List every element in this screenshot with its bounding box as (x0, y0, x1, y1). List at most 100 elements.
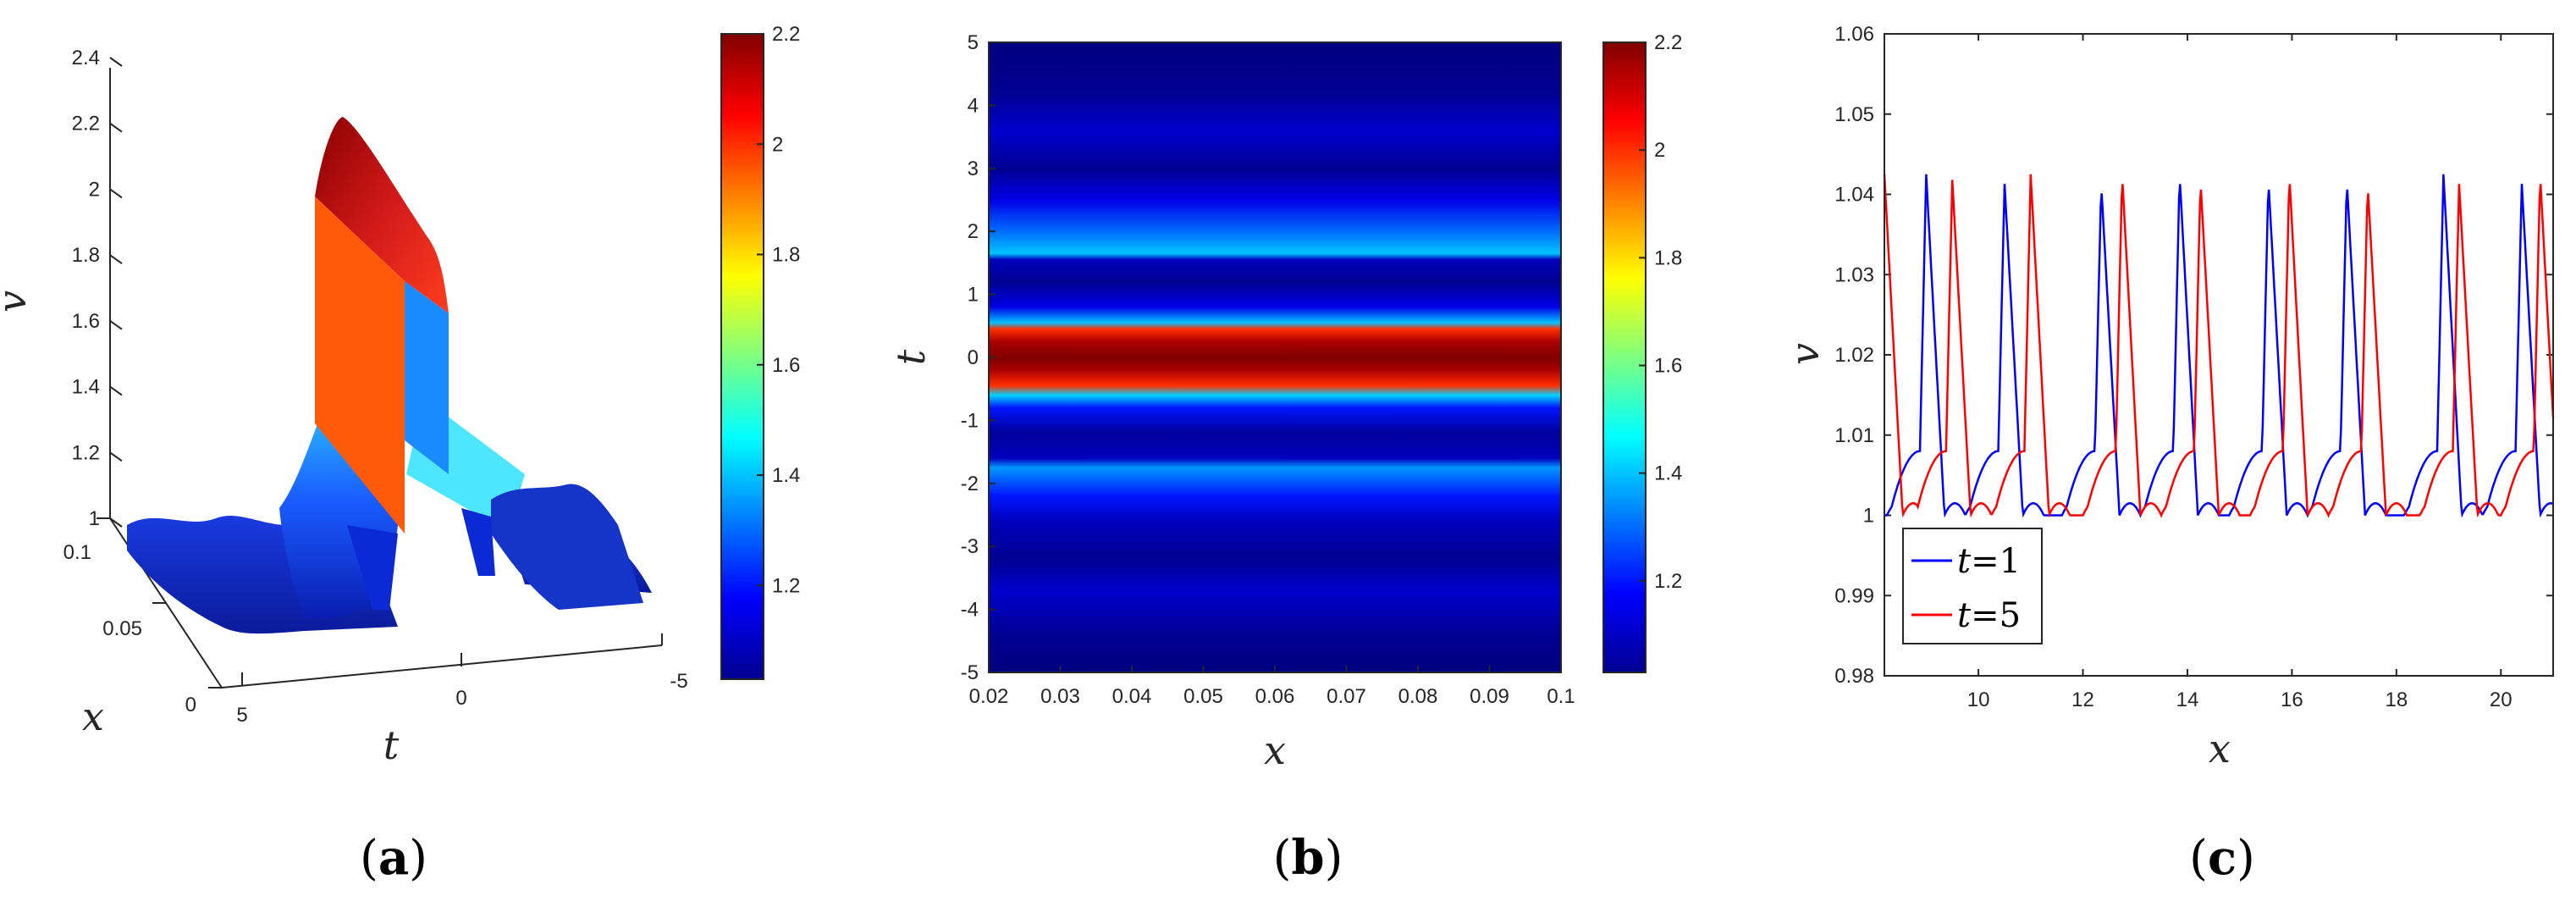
a-ztick-label: 1.8 (72, 244, 100, 267)
b-ytick-label: -2 (961, 473, 979, 495)
b-colorbar-ticks: 1.2 1.4 1.6 1.8 2 2.2 (1639, 31, 1682, 593)
a-ylabel: t (383, 722, 400, 768)
a-ttick-2: -5 (670, 670, 687, 693)
a-ztick-mark (109, 57, 123, 67)
panel-a-z-ticks: 1 1.2 1.4 1.6 1.8 2 2.2 2.4 (72, 47, 123, 530)
b-xtick-label: 0.1 (1547, 685, 1575, 708)
c-xtick-label: 18 (2385, 689, 2408, 711)
b-ytick-label: 0 (968, 346, 979, 369)
surface-crest (315, 117, 449, 313)
c-ytick-label: 0.98 (1834, 665, 1874, 688)
c-xtick-label: 14 (2176, 689, 2199, 711)
b-xtick-label: 0.09 (1470, 685, 1509, 708)
c-ytick-label: 1.03 (1834, 263, 1874, 286)
surface-secondary-slab (405, 281, 449, 474)
a-colorbar-ticks: 1.2 1.4 1.6 1.8 2 2.2 (757, 23, 800, 597)
a-ztick-mark (109, 451, 123, 462)
legend-label-t5: t=5 (1957, 596, 2021, 635)
a-zlabel: v (0, 290, 35, 312)
a-ztick-mark (109, 320, 123, 330)
panel-a-t-ticks: 5 0 -5 (236, 633, 688, 727)
b-ytick-label: 1 (968, 284, 979, 307)
panel-a-x-ticks: 0 0.05 0.1 (63, 517, 222, 716)
a-ztick-label: 2.4 (72, 47, 100, 69)
c-ytick-label: 1.04 (1834, 184, 1874, 207)
b-ytick-label: -3 (961, 535, 979, 558)
c-ytick-label: 1 (1863, 505, 1874, 528)
panel-a: 1 1.2 1.4 1.6 1.8 2 2.2 2.4 0 0.05 0.1 5 0 -5 (0, 23, 800, 886)
panel-b-y-ticks: 5 4 3 2 1 0 -1 -2 -3 -4 -5 (961, 31, 996, 684)
panel-a-colorbar: 1.2 1.4 1.6 1.8 2 2.2 (720, 23, 800, 680)
a-ztick-label: 1.6 (72, 310, 100, 333)
caption-b: (b) (1273, 830, 1343, 886)
a-ztick-label: 1.4 (72, 376, 100, 399)
a-ztick-mark (109, 122, 123, 133)
surface-spike-2 (461, 508, 495, 576)
c-ytick-label: 0.99 (1834, 584, 1874, 607)
colorbar-tick-label: 2.2 (772, 23, 800, 46)
a-xtick-2: 0.1 (63, 541, 91, 564)
b-xtick-label: 0.06 (1255, 685, 1295, 708)
panel-a-surface (127, 117, 652, 634)
a-ztick-mark (109, 517, 123, 528)
b-xtick-label: 0.03 (1040, 685, 1080, 708)
colorbar-tick-label: 2.2 (1654, 31, 1682, 54)
t-axis-line (221, 644, 663, 689)
caption-c: (c) (2189, 830, 2255, 886)
b-xtick-label: 0.04 (1112, 685, 1152, 708)
surface-main-slab (315, 196, 405, 534)
a-ttick-1: 0 (455, 687, 466, 710)
heatmap-field (989, 42, 1561, 672)
b-xtick-label: 0.05 (1183, 685, 1223, 708)
c-ylabel: v (1782, 343, 1828, 365)
colorbar-tick-label: 1.4 (1654, 462, 1682, 485)
b-ytick-label: -5 (961, 661, 979, 684)
a-ztick-mark (109, 254, 123, 264)
c-xtick-label: 16 (2281, 689, 2303, 711)
c-ytick-label: 1.01 (1834, 424, 1874, 447)
c-legend-box (1902, 528, 2043, 644)
surface-right-ripples (491, 484, 643, 610)
a-ttick-0: 5 (236, 704, 247, 727)
a-ztick-mark (109, 188, 123, 199)
b-ytick-label: 5 (968, 31, 979, 54)
colorbar-tick-label: 2 (1654, 139, 1665, 162)
panel-c-lines (1883, 174, 2555, 518)
colorbar-tick-label: 1.6 (1654, 355, 1682, 378)
a-colorbar-rect (720, 33, 764, 680)
b-ytick-label: -1 (961, 409, 979, 432)
a-ztick-label: 1.2 (72, 441, 100, 464)
c-ytick-label: 1.05 (1834, 103, 1874, 126)
b-xtick-label: 0.02 (969, 685, 1009, 708)
b-ytick-label: 3 (968, 158, 979, 180)
panel-c: 1.06 1.05 1.04 1.03 1.02 1.01 1 0.99 0.98 10 12 14… (1782, 23, 2555, 886)
b-ylabel: t (888, 349, 934, 365)
a-xtick-1: 0.05 (102, 617, 142, 640)
c-ytick-label: 1.02 (1834, 344, 1874, 367)
b-xtick-label: 0.07 (1327, 685, 1366, 708)
colorbar-tick-label: 1.6 (772, 354, 800, 377)
b-colorbar-rect (1602, 41, 1647, 673)
a-xtick-0: 0 (185, 694, 196, 716)
b-xlabel: x (1264, 727, 1286, 773)
surface-spike (347, 525, 398, 610)
series-line-1 (1883, 174, 2555, 518)
colorbar-tick-label: 1.2 (1654, 570, 1682, 593)
panel-b-x-ticks: 0.02 0.03 0.04 0.05 0.06 0.07 0.08 0.09 0.1 (969, 666, 1575, 708)
b-ytick-label: 2 (968, 220, 979, 243)
b-xtick-label: 0.08 (1398, 685, 1438, 708)
colorbar-tick-label: 2 (772, 133, 783, 156)
c-legend: t=1 t=5 (1902, 528, 2043, 644)
colorbar-tick-label: 1.2 (772, 574, 800, 597)
c-xtick-label: 12 (2071, 689, 2094, 711)
c-ytick-label: 1.06 (1834, 23, 1874, 46)
b-ytick-label: -4 (961, 599, 979, 622)
colorbar-tick-label: 1.4 (772, 464, 800, 487)
a-ztick-label: 2.2 (72, 113, 100, 135)
a-ztick-label: 1 (89, 507, 100, 530)
panel-c-x-ticks: 10 12 14 16 18 20 (1967, 34, 2513, 711)
panel-b-colorbar: 1.2 1.4 1.6 1.8 2 2.2 (1602, 31, 1682, 673)
caption-a: (a) (360, 830, 427, 886)
